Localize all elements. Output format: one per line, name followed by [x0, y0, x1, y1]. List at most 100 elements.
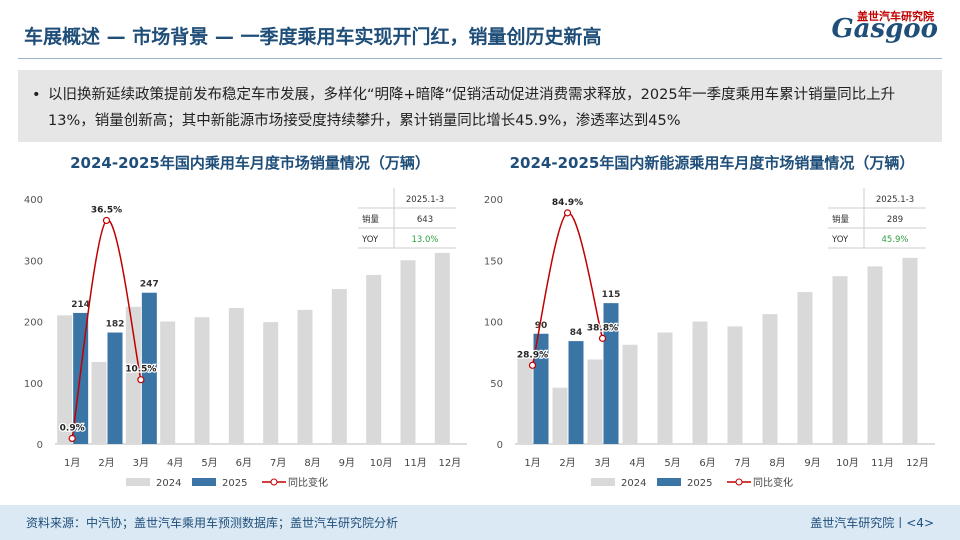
data-label: 36.5% [91, 205, 122, 215]
data-label: 38.8% [587, 323, 618, 333]
bar [194, 317, 210, 444]
bar [91, 361, 107, 444]
x-tick-label: 6月 [699, 457, 715, 469]
line-point [563, 209, 572, 217]
line-point [528, 361, 537, 369]
table-cell: YOY [361, 235, 379, 245]
x-tick-label: 9月 [804, 457, 820, 469]
footer-band [0, 505, 960, 540]
legend-label: 2025 [687, 478, 712, 489]
charts: 2024-2025年国内乘用车月度市场销量情况（万辆） 0 100 200 300 400… [24, 154, 935, 489]
legend-label: 同比变化 [753, 476, 793, 489]
x-tick-label: 9月 [339, 457, 355, 469]
x-tick-label: 1月 [64, 457, 80, 469]
legend-swatch [126, 478, 150, 486]
legend-swatch [591, 478, 615, 486]
x-tick-label: 1月 [524, 457, 540, 469]
table-header: 2025.1-3 [406, 195, 444, 205]
legend-swatch [657, 478, 681, 486]
bar [552, 387, 568, 444]
bar [141, 292, 157, 444]
x-tick-label: 11月 [404, 457, 427, 469]
x-tick-label: 10月 [836, 457, 859, 469]
bar [263, 322, 279, 444]
bar [622, 344, 638, 444]
x-tick-label: 11月 [871, 457, 894, 469]
bar [657, 332, 673, 444]
x-tick-label: 5月 [201, 457, 217, 469]
table-cell: 45.9% [881, 235, 908, 245]
data-label: 90 [535, 321, 548, 331]
table-cell: 289 [887, 215, 903, 225]
table-cell: 销量 [832, 214, 850, 225]
x-tick-label: 12月 [438, 457, 461, 469]
logo-text: 盖世汽车研究院 [857, 10, 934, 23]
x-tick-label: 2月 [559, 457, 575, 469]
y-tick-label: 100 [24, 379, 43, 390]
legend-label: 同比变化 [288, 476, 328, 489]
bar [692, 321, 708, 444]
x-tick-label: 5月 [664, 457, 680, 469]
bar [762, 314, 778, 444]
x-tick-label: 3月 [133, 457, 149, 469]
bar [568, 341, 584, 444]
bar [297, 309, 313, 444]
legend-swatch [735, 478, 743, 486]
y-tick-label: 0 [497, 440, 503, 451]
table-header: 2025.1-3 [876, 195, 914, 205]
x-tick-label: 10月 [370, 457, 393, 469]
divider [18, 58, 942, 59]
line-point [598, 334, 607, 342]
y-tick-label: 300 [24, 256, 43, 267]
legend-label: 2024 [621, 478, 646, 489]
legend-swatch [270, 478, 278, 486]
x-tick-label: 12月 [906, 457, 929, 469]
chart-title: 2024-2025年国内乘用车月度市场销量情况（万辆） [70, 154, 430, 172]
x-tick-label: 4月 [167, 457, 183, 469]
y-tick-label: 400 [24, 195, 43, 206]
data-label: 10.5% [125, 365, 156, 375]
chart-title: 2024-2025年国内新能源乘用车月度市场销量情况（万辆） [510, 154, 915, 172]
bar [160, 321, 176, 444]
bar [366, 274, 382, 444]
bar [902, 257, 918, 444]
data-label: 247 [140, 280, 159, 290]
bar [107, 332, 123, 444]
bar [832, 276, 848, 444]
bar [400, 260, 416, 444]
table-cell: 销量 [362, 214, 380, 225]
x-tick-label: 8月 [769, 457, 785, 469]
bar [587, 359, 603, 444]
bar [797, 292, 813, 444]
y-tick-label: 50 [490, 379, 503, 390]
bar [867, 266, 883, 444]
table-cell: 643 [417, 215, 433, 225]
bar [331, 289, 347, 444]
table-cell: 13.0% [411, 235, 438, 245]
data-label: 84.9% [552, 198, 583, 208]
x-tick-label: 3月 [594, 457, 610, 469]
line-point [68, 434, 76, 443]
y-tick-label: 0 [37, 440, 43, 451]
table-cell: YOY [831, 235, 849, 245]
logo: Gasgoo [831, 14, 938, 44]
legend-swatch [192, 478, 216, 486]
bar [727, 326, 743, 444]
data-label: 0.9% [60, 423, 85, 433]
x-tick-label: 4月 [629, 457, 645, 469]
bar [517, 357, 533, 444]
bar [603, 303, 619, 444]
legend-label: 2024 [156, 478, 181, 489]
y-tick-label: 200 [484, 195, 503, 206]
y-tick-label: 100 [484, 318, 503, 329]
data-label: 28.9% [517, 350, 548, 360]
summary: 以旧换新延续政策提前发布稳定车市发展，多样化“明降+暗降”促销活动促进消费需求释… [18, 70, 942, 142]
data-label: 214 [71, 300, 90, 310]
data-label: 84 [570, 328, 583, 338]
data-label: 115 [602, 290, 621, 300]
line-point [137, 376, 145, 384]
slide-title: 车展概述 — 市场背景 — 一季度乘用车实现开门红，销量创历史新高 [24, 26, 602, 48]
x-tick-label: 7月 [734, 457, 750, 469]
source: 资料来源：中汽协；盖世汽车乘用车预测数据库；盖世汽车研究院分析 [26, 516, 399, 530]
x-tick-label: 7月 [270, 457, 286, 469]
